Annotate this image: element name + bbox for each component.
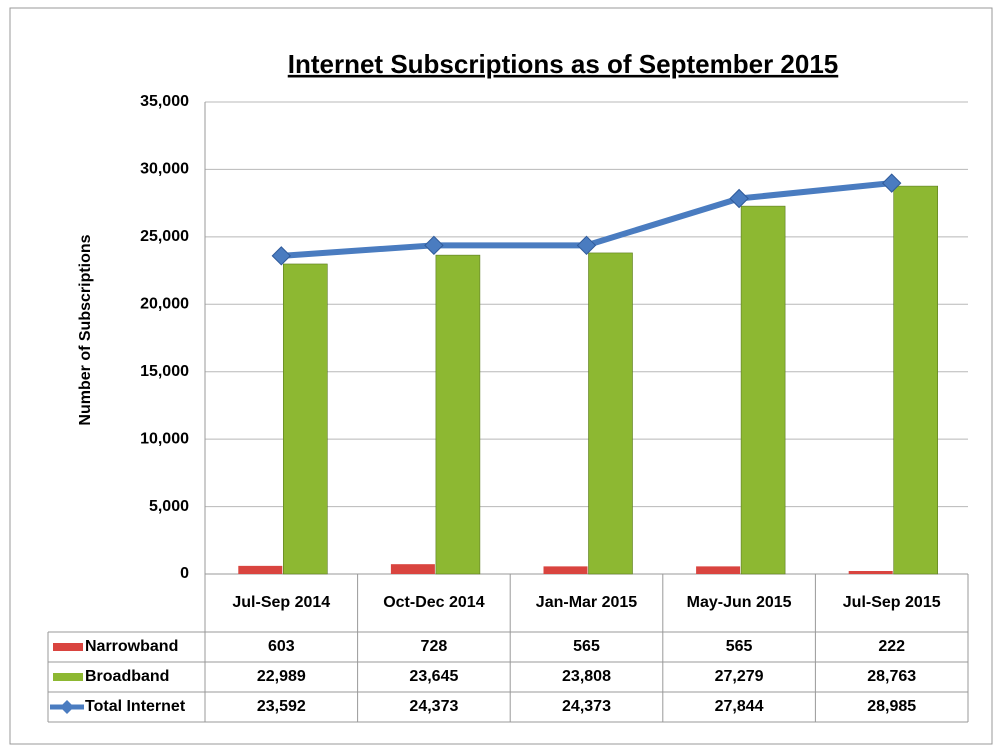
line-marker	[424, 235, 444, 256]
table-value: 27,844	[715, 698, 764, 715]
bar	[238, 565, 283, 574]
bar	[543, 566, 588, 574]
y-axis-label: Number of Subscriptions	[77, 234, 94, 425]
legend-swatch	[53, 673, 83, 681]
legend-label: Total Internet	[85, 698, 186, 715]
x-tick-label: Jul-Sep 2015	[843, 594, 941, 611]
table-value: 603	[268, 638, 295, 655]
table-value: 27,279	[715, 668, 764, 685]
line-marker	[881, 173, 902, 193]
bar	[282, 263, 328, 575]
x-tick-label: Jan-Mar 2015	[536, 594, 637, 611]
bar	[740, 205, 786, 575]
table-value: 28,985	[867, 698, 916, 715]
y-tick-label: 20,000	[140, 296, 189, 313]
line-marker	[729, 188, 749, 209]
legend-swatch	[53, 643, 83, 651]
legend-label: Narrowband	[85, 638, 178, 655]
table-value: 23,808	[562, 668, 611, 685]
table-value: 728	[421, 638, 448, 655]
bar	[588, 252, 633, 575]
y-tick-label: 5,000	[149, 498, 189, 515]
y-tick-label: 30,000	[140, 161, 189, 178]
x-tick-label: Oct-Dec 2014	[383, 594, 484, 611]
x-tick-label: May-Jun 2015	[687, 594, 792, 611]
y-tick-label: 35,000	[140, 93, 189, 110]
table-value: 222	[878, 638, 905, 655]
line-marker	[576, 235, 597, 256]
table-value: 22,989	[257, 668, 306, 685]
table-value: 24,373	[562, 698, 611, 715]
bar	[893, 185, 939, 575]
table-value: 565	[573, 638, 600, 655]
frame	[9, 7, 993, 745]
table-value: 23,592	[257, 698, 306, 715]
table-value: 24,373	[409, 698, 458, 715]
bar	[696, 566, 741, 574]
y-tick-label: 0	[180, 565, 189, 582]
bar	[848, 571, 893, 574]
bar	[390, 564, 435, 574]
table-value: 28,763	[867, 668, 916, 685]
table-value: 565	[726, 638, 753, 655]
y-tick-label: 15,000	[140, 363, 189, 380]
legend-swatch	[60, 700, 74, 714]
table-value: 23,645	[409, 668, 458, 685]
x-tick-label: Jul-Sep 2014	[232, 594, 330, 611]
y-tick-label: 10,000	[140, 430, 189, 447]
y-tick-label: 25,000	[140, 228, 189, 245]
chart-title: Internet Subscriptions as of September 2…	[288, 49, 839, 79]
bar	[435, 254, 481, 575]
legend-label: Broadband	[85, 668, 169, 685]
line-marker	[271, 246, 292, 266]
